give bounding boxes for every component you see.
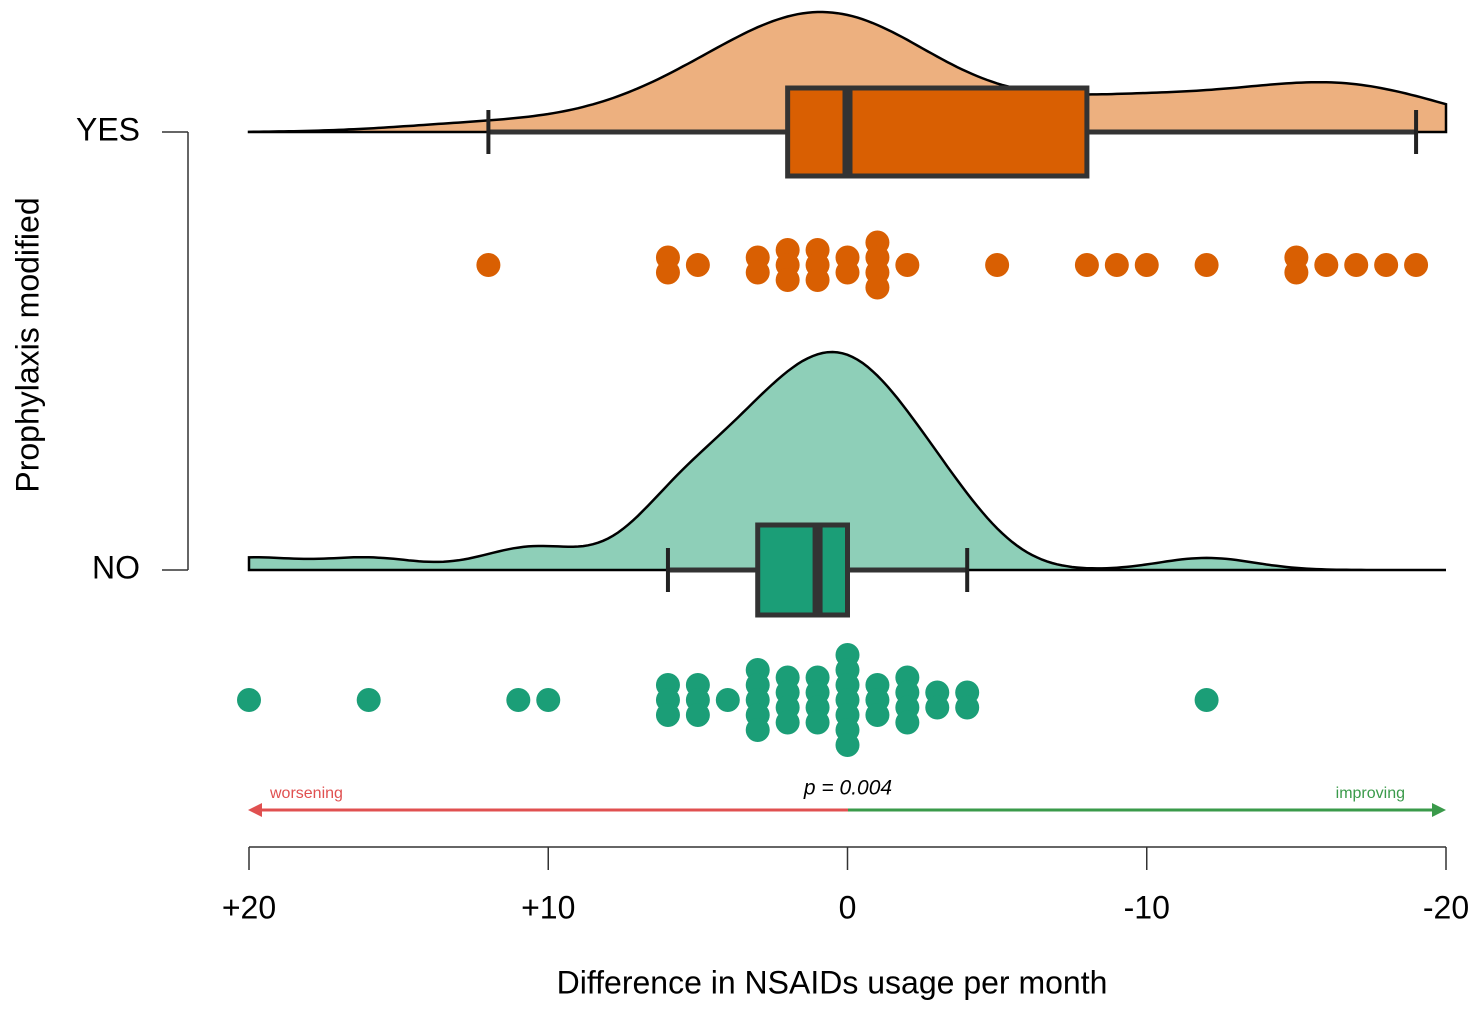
worsening-arrowhead: [248, 803, 262, 817]
density-cloud: [247, 350, 1446, 572]
box: [785, 85, 1090, 179]
data-point: [775, 268, 800, 292]
data-point: [745, 260, 770, 285]
x-tick-label: +10: [521, 889, 575, 925]
improving-label: improving: [1336, 785, 1405, 802]
density-cloud: [247, 10, 1448, 134]
data-point: [1404, 253, 1429, 277]
data-point: [835, 260, 860, 285]
data-point: [237, 688, 261, 712]
x-tick-label: 0: [839, 889, 857, 925]
data-point: [536, 688, 561, 712]
data-point: [985, 253, 1010, 277]
data-point: [1194, 688, 1219, 712]
data-point: [1284, 260, 1309, 285]
data-point: [715, 688, 740, 712]
data-point: [476, 253, 501, 277]
x-tick-label: +20: [222, 889, 276, 925]
y-axis-label: Prophylaxis modified: [9, 197, 45, 492]
data-point: [655, 260, 680, 285]
data-point: [925, 695, 950, 720]
x-tick-label: -20: [1423, 889, 1469, 925]
data-point: [865, 275, 890, 300]
data-point: [865, 703, 890, 727]
data-point: [356, 688, 381, 712]
data-point: [685, 253, 710, 277]
data-point: [1374, 253, 1399, 277]
data-point: [955, 695, 980, 720]
y-tick-label: YES: [76, 111, 140, 147]
data-point: [1104, 253, 1129, 277]
data-point: [655, 703, 680, 727]
data-point: [1194, 253, 1219, 277]
data-point: [895, 710, 920, 735]
data-point: [1314, 253, 1339, 277]
data-point: [1134, 253, 1159, 277]
data-point: [805, 268, 830, 292]
data-point: [1074, 253, 1099, 277]
x-axis-label: Difference in NSAIDs usage per month: [557, 964, 1108, 1000]
data-point: [506, 688, 531, 712]
improving-arrowhead: [1432, 803, 1446, 817]
p-value: p = 0.004: [803, 777, 892, 800]
x-tick-label: -10: [1124, 889, 1170, 925]
data-point: [835, 733, 860, 757]
data-point: [685, 703, 710, 727]
y-tick-label: NO: [92, 549, 140, 585]
data-point: [895, 253, 920, 277]
data-point: [745, 718, 770, 742]
data-point: [805, 710, 830, 735]
data-point: [1344, 253, 1369, 277]
data-point: [775, 710, 800, 735]
box: [755, 522, 850, 618]
worsening-label: worsening: [269, 785, 343, 802]
